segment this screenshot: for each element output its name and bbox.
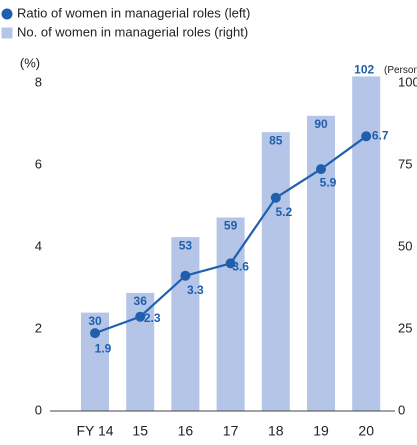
bar-value-label: 90 [314, 117, 328, 131]
line-value-label: 5.9 [320, 175, 337, 189]
y2-tick-label: 50 [398, 238, 412, 253]
line-value-label: 5.2 [275, 205, 292, 219]
y2-axis-label: (Persons) [384, 65, 417, 76]
x-tick-label: 15 [132, 423, 148, 439]
y-tick-label: 0 [35, 402, 42, 417]
line-value-label: 2.3 [144, 311, 161, 325]
y2-tick-label: 25 [398, 320, 412, 335]
line-point [361, 131, 372, 142]
y-tick-label: 6 [35, 156, 42, 171]
line-point [270, 192, 281, 203]
line-point [316, 164, 326, 175]
legend-label: Ratio of women in managerial roles (left… [17, 5, 250, 20]
bar [216, 217, 245, 411]
bar [261, 132, 290, 411]
y-axis-label: (%) [20, 55, 40, 70]
y2-tick-label: 100 [398, 74, 417, 89]
x-tick-label: 16 [178, 423, 194, 439]
legend-marker [1, 27, 13, 39]
x-tick-label: 17 [223, 423, 239, 439]
y-tick-label: 2 [35, 320, 42, 335]
line-point [180, 270, 191, 281]
bar-value-label: 36 [134, 294, 148, 308]
line-value-label: 3.6 [232, 260, 249, 274]
y-tick-label: 8 [35, 74, 42, 89]
bar-value-label: 30 [88, 314, 102, 328]
x-tick-label: 18 [268, 423, 284, 439]
x-tick-label: 19 [313, 423, 329, 439]
bar-value-label: 53 [179, 238, 193, 252]
bar-value-label: 102 [354, 63, 374, 77]
bar-value-label: 85 [269, 133, 283, 147]
line-point [225, 258, 236, 269]
bar [307, 115, 335, 412]
y-tick-label: 4 [35, 238, 42, 253]
x-tick-label: 20 [358, 423, 374, 439]
legend-label: No. of women in managerial roles (right) [17, 24, 248, 39]
y2-tick-label: 75 [398, 156, 412, 171]
bar-value-label: 59 [224, 219, 238, 233]
bar [171, 237, 200, 411]
x-tick-label: FY 14 [76, 423, 113, 439]
line-point [90, 328, 100, 339]
line-value-label: 6.7 [372, 128, 389, 142]
line-value-label: 1.9 [95, 341, 112, 355]
line-value-label: 3.3 [187, 283, 204, 297]
legend-marker [1, 8, 13, 20]
y2-tick-label: 0 [398, 402, 405, 417]
line-point [135, 311, 146, 322]
bar [352, 76, 381, 411]
